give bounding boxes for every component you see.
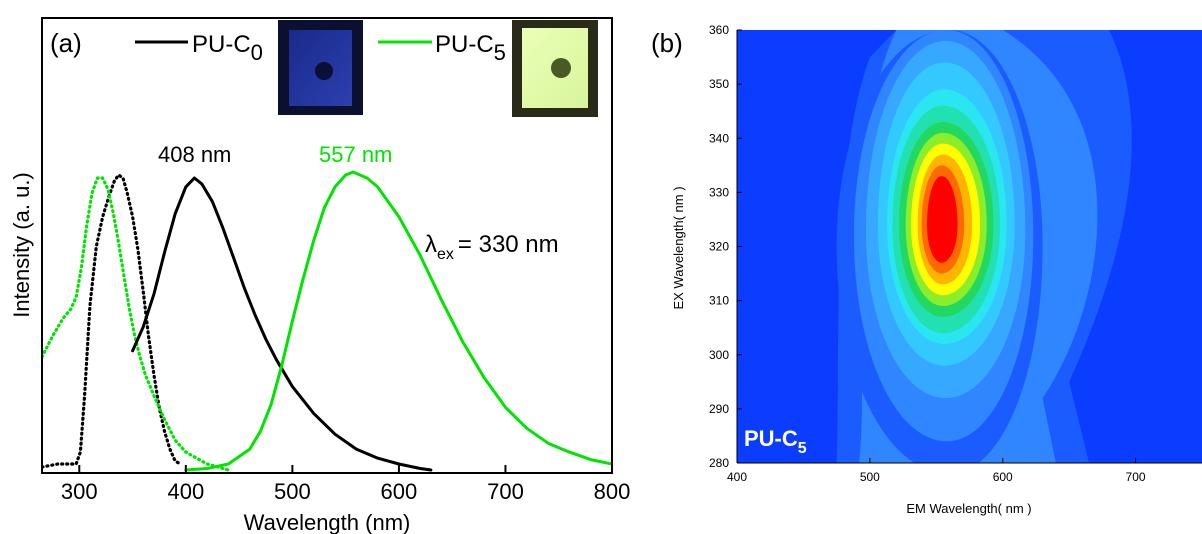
- x-tick-label: 500: [860, 470, 880, 484]
- x-tick-label: 800: [594, 479, 631, 504]
- y-tick-label: 350: [709, 77, 729, 91]
- panel-a-x-label: Wavelength (nm): [244, 510, 411, 534]
- film-hole-icon: [315, 62, 333, 80]
- sample-label: PU-C5: [744, 426, 807, 457]
- x-tick-label: 300: [61, 479, 98, 504]
- panel-a-frame: [41, 17, 613, 474]
- panel-b-ticks: 400 500 600 700 280 290 300 310 320 330 340 350 360: [709, 23, 1146, 484]
- panel-b-x-label: EM Wavelength( nm ): [906, 501, 1031, 516]
- contour-levels: [836, 30, 1132, 463]
- panel-a-y-label: Intensity (a. u.): [9, 172, 34, 318]
- y-tick-label: 280: [709, 456, 729, 470]
- series-line-green_emission: [184, 170, 612, 472]
- y-tick-label: 290: [709, 402, 729, 416]
- x-tick-label: 500: [274, 479, 311, 504]
- y-tick-label: 330: [709, 185, 729, 199]
- y-tick-label: 300: [709, 348, 729, 362]
- film-hole-green-icon: [551, 58, 571, 78]
- annotation-peak-black: 408 nm: [158, 142, 231, 167]
- panel-b-plot-area: PU-C5: [737, 30, 1202, 463]
- panel-a-x-ticks: 300 400 500 600 700 800: [61, 465, 630, 504]
- panel-a-label: (a): [50, 28, 82, 58]
- series-line-black_emission: [131, 176, 433, 472]
- y-tick-label: 360: [709, 23, 729, 37]
- x-tick-label: 600: [993, 470, 1013, 484]
- y-tick-label: 340: [709, 131, 729, 145]
- x-tick-label: 400: [727, 470, 747, 484]
- annotation-excitation: λex = 330 nm: [425, 231, 559, 263]
- panel-a-plot-area: [42, 170, 612, 472]
- y-tick-label: 310: [709, 294, 729, 308]
- y-tick-label: 320: [709, 240, 729, 254]
- legend-label-green: PU-C5: [435, 31, 506, 65]
- x-tick-label: 600: [381, 479, 418, 504]
- series-line-green_excitation: [42, 176, 230, 472]
- panel-b: (b) PU-C5 400 500 600 700 280 290 300 310 320 330…: [651, 23, 1202, 516]
- contour-level-12: [926, 176, 958, 263]
- x-tick-label: 700: [1126, 470, 1146, 484]
- annotation-peak-green: 557 nm: [319, 142, 392, 167]
- panel-b-label: (b): [651, 28, 683, 58]
- legend-label-black: PU-C0: [192, 31, 263, 65]
- x-tick-label: 400: [167, 479, 204, 504]
- x-tick-label: 700: [487, 479, 524, 504]
- panel-b-y-label: EX Wavelength( nm ): [671, 186, 686, 309]
- panel-a: 300 400 500 600 700 800 (a) PU-C0 PU-C5 408 n…: [9, 17, 630, 534]
- panel-a-legend: PU-C0 PU-C5: [135, 20, 598, 117]
